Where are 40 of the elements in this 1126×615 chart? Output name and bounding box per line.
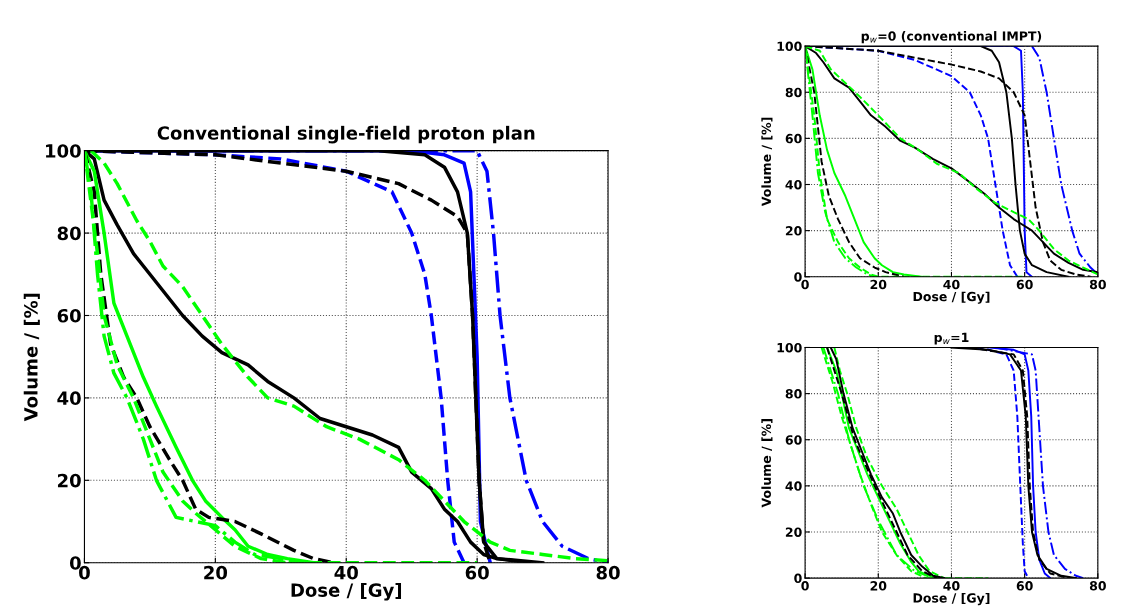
x-tick-label: 20 <box>870 279 887 290</box>
x-axis-title: Dose / [Gy] <box>913 291 990 304</box>
y-axis-title: Volume / [%] <box>761 419 773 508</box>
chart-title: Conventional single-field proton plan <box>157 125 535 144</box>
x-tick-label: 40 <box>334 565 358 580</box>
y-tick-label: 0 <box>69 556 81 570</box>
y-tick-label: 100 <box>46 144 81 158</box>
y-tick-label: 40 <box>57 391 81 406</box>
y-tick-label: 60 <box>57 308 81 323</box>
x-tick-label: 20 <box>204 565 228 580</box>
x-tick-label: 60 <box>465 565 489 580</box>
x-tick-label: 80 <box>1089 581 1106 591</box>
x-tick-label: 40 <box>943 279 960 290</box>
y-tick-label: 60 <box>785 435 802 445</box>
y-axis-title: Volume / [%] <box>761 117 773 207</box>
y-tick-label: 20 <box>57 473 81 488</box>
x-axis-title: Dose / [Gy] <box>913 592 990 606</box>
y-axis-title: Volume / [%] <box>23 293 40 422</box>
y-tick-label: 20 <box>785 527 802 537</box>
x-tick-label: 0 <box>801 279 809 290</box>
y-tick-label: 80 <box>57 226 81 241</box>
x-tick-label: 80 <box>1089 279 1106 290</box>
y-tick-label: 60 <box>785 133 802 144</box>
y-tick-label: 0 <box>794 272 802 282</box>
y-tick-label: 40 <box>785 179 802 190</box>
x-axis-title: Dose / [Gy] <box>291 582 402 601</box>
x-tick-label: 80 <box>596 565 620 580</box>
y-tick-label: 100 <box>777 342 802 353</box>
x-tick-label: 20 <box>870 581 887 591</box>
x-tick-label: 40 <box>943 581 960 591</box>
y-tick-label: 80 <box>785 389 802 399</box>
chart-title: p$_{w}$=1 <box>934 332 969 345</box>
y-tick-label: 80 <box>785 87 802 98</box>
x-tick-label: 60 <box>1016 581 1033 591</box>
y-tick-label: 20 <box>785 226 802 236</box>
y-tick-label: 40 <box>785 481 802 491</box>
y-tick-label: 100 <box>777 41 802 52</box>
x-tick-label: 0 <box>801 581 809 591</box>
chart-title: p$_{w}$=0 (conventional IMPT) <box>861 31 1042 44</box>
x-tick-label: 60 <box>1016 279 1033 290</box>
